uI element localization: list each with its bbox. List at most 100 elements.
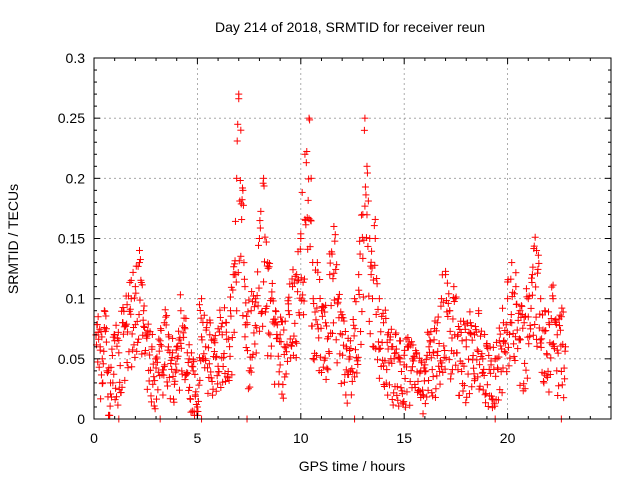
data-point <box>299 291 307 299</box>
data-point <box>559 308 567 316</box>
data-point <box>177 344 185 352</box>
data-point <box>307 174 315 182</box>
data-point <box>229 286 237 294</box>
data-point <box>94 313 102 321</box>
data-point <box>528 291 536 299</box>
data-point <box>317 369 325 377</box>
data-point <box>510 340 518 348</box>
data-point <box>545 388 553 396</box>
data-point <box>421 400 429 408</box>
data-point <box>474 373 482 381</box>
data-point <box>378 312 386 320</box>
data-point <box>555 382 563 390</box>
data-point <box>355 271 363 279</box>
data-point <box>256 224 264 232</box>
data-points <box>92 90 570 423</box>
data-point <box>507 275 515 283</box>
data-point <box>268 288 276 296</box>
data-point <box>237 126 245 134</box>
data-point <box>485 351 493 359</box>
data-point <box>351 295 359 303</box>
data-point <box>314 268 322 276</box>
data-point <box>384 345 392 353</box>
data-point <box>440 342 448 350</box>
y-tick-label: 0.25 <box>58 110 85 126</box>
data-point <box>414 377 422 385</box>
data-point <box>495 337 503 345</box>
data-point <box>554 349 562 357</box>
data-point <box>462 399 470 407</box>
data-point <box>510 352 518 360</box>
data-point <box>424 386 432 394</box>
data-point <box>346 337 354 345</box>
data-point <box>482 390 490 398</box>
x-tick-label: 0 <box>90 430 98 446</box>
data-point <box>476 382 484 390</box>
data-point <box>130 341 138 349</box>
data-point <box>438 359 446 367</box>
data-point <box>116 378 124 386</box>
data-point <box>290 332 298 340</box>
data-point <box>317 353 325 361</box>
data-point <box>470 370 478 378</box>
data-point <box>231 217 239 225</box>
data-point <box>214 380 222 388</box>
data-point <box>321 308 329 316</box>
data-point <box>281 373 289 381</box>
data-point <box>216 306 224 314</box>
data-point <box>436 367 444 375</box>
data-point <box>222 319 230 327</box>
data-point <box>346 353 354 361</box>
data-point <box>284 307 292 315</box>
data-point <box>400 398 408 406</box>
data-point <box>188 362 196 370</box>
data-point <box>476 361 484 369</box>
data-point <box>365 292 373 300</box>
data-point <box>362 234 370 242</box>
data-point <box>141 324 149 332</box>
data-point <box>240 259 248 267</box>
data-point <box>479 368 487 376</box>
data-point <box>462 343 470 351</box>
data-point <box>134 338 142 346</box>
data-point <box>119 330 127 338</box>
data-point <box>432 327 440 335</box>
data-point <box>431 393 439 401</box>
data-point <box>351 373 359 381</box>
data-point <box>250 303 258 311</box>
data-point <box>404 343 412 351</box>
data-point <box>207 374 215 382</box>
data-point <box>552 320 560 328</box>
data-point <box>187 349 195 357</box>
data-point <box>322 319 330 327</box>
data-point <box>481 391 489 399</box>
data-point <box>429 373 437 381</box>
data-point <box>158 342 166 350</box>
data-point <box>192 388 200 396</box>
data-point <box>200 350 208 358</box>
data-point <box>368 295 376 303</box>
data-point <box>384 391 392 399</box>
data-point <box>204 389 212 397</box>
data-point <box>396 355 404 363</box>
data-point <box>292 338 300 346</box>
data-point <box>359 254 367 262</box>
data-point <box>530 242 538 250</box>
data-point <box>392 329 400 337</box>
data-point <box>433 372 441 380</box>
data-point <box>191 370 199 378</box>
data-point <box>407 367 415 375</box>
data-point <box>352 298 360 306</box>
data-point <box>477 327 485 335</box>
data-point <box>217 384 225 392</box>
data-point <box>447 370 455 378</box>
data-point <box>181 325 189 333</box>
data-point <box>502 349 510 357</box>
data-point <box>333 261 341 269</box>
data-point <box>324 366 332 374</box>
data-point <box>123 320 131 328</box>
data-point <box>125 348 133 356</box>
data-point <box>233 137 241 145</box>
data-point <box>267 342 275 350</box>
data-point <box>198 336 206 344</box>
